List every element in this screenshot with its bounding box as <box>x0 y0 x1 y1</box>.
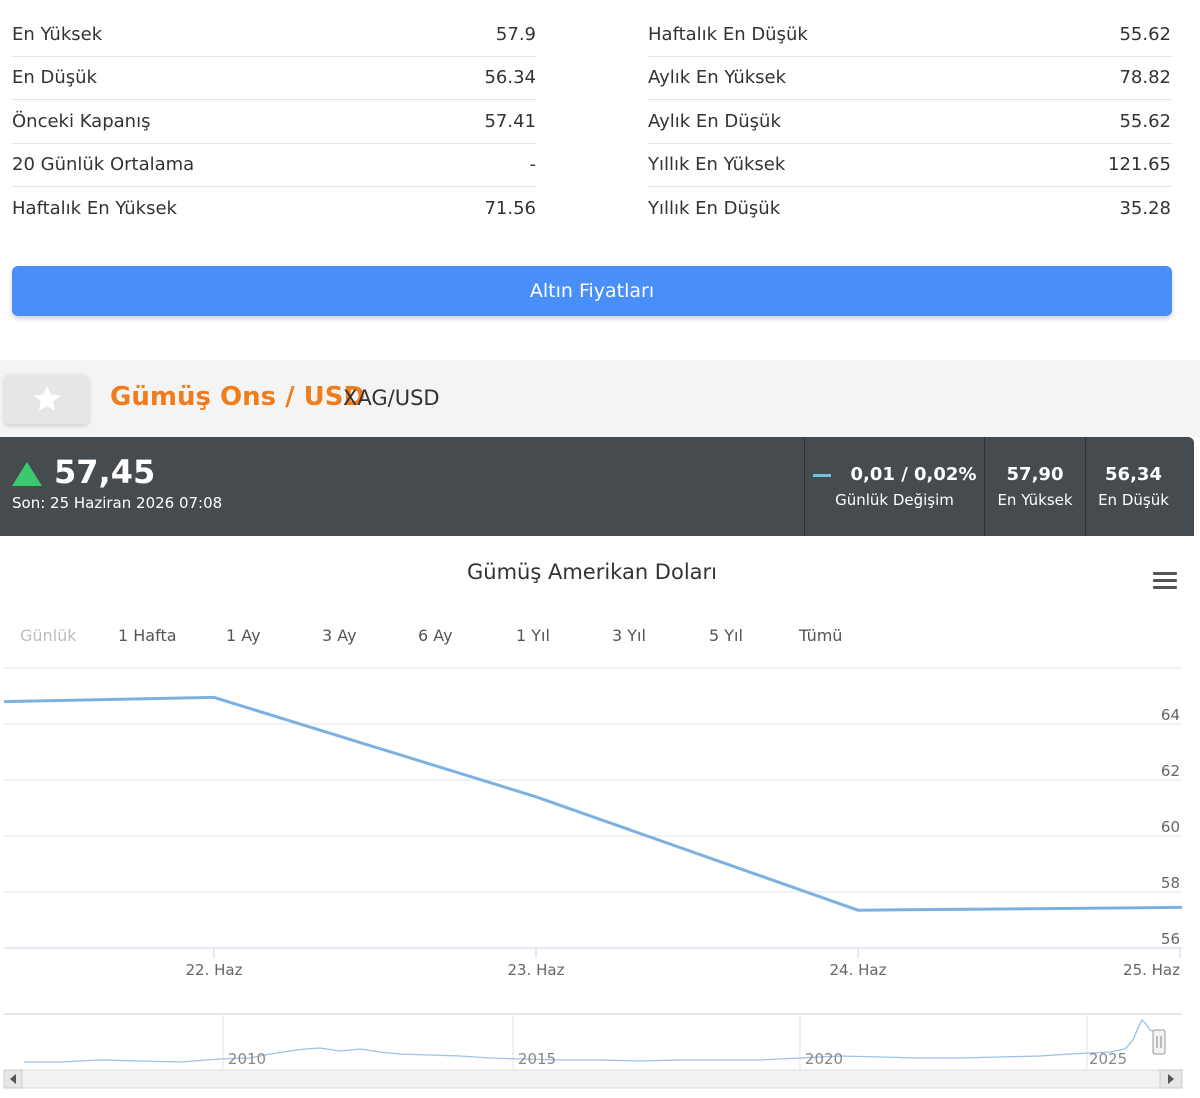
x-tick-label: 23. Haz <box>508 961 565 979</box>
y-tick-label: 58 <box>1161 874 1180 892</box>
stat-value: 35.28 <box>1119 198 1171 220</box>
daily-change-label: Günlük Değişim <box>835 491 954 509</box>
range-button-5y[interactable]: 5 Yıl <box>709 626 743 645</box>
navigator-series <box>24 1018 1161 1063</box>
stats-column-right: Haftalık En Düşük 55.62 Aylık En Yüksek 78… <box>648 13 1171 231</box>
series-line <box>3 695 1183 912</box>
stat-value: 55.62 <box>1119 23 1171 45</box>
navigator: 2010 2015 2020 2025 <box>3 1013 1183 1089</box>
navigator-scrollbar[interactable] <box>3 1069 1183 1089</box>
stat-row: Önceki Kapanış 57.41 <box>12 100 536 144</box>
daily-high-value: 57,90 <box>1006 464 1064 485</box>
asset-code: XAG/USD <box>343 386 440 410</box>
stat-value: 57.9 <box>495 23 536 45</box>
stat-value: 121.65 <box>1108 154 1171 176</box>
stat-row: Haftalık En Yüksek 71.56 <box>12 187 536 231</box>
stat-value: 57.41 <box>484 110 536 132</box>
dash-icon <box>812 473 831 477</box>
star-icon <box>33 385 60 411</box>
chart-title: Gümüş Amerikan Doları <box>466 560 717 584</box>
stat-label: 20 Günlük Ortalama <box>12 154 195 176</box>
daily-low-label: En Düşük <box>1098 491 1169 509</box>
chevron-right-icon <box>1168 1074 1174 1084</box>
range-button-6m[interactable]: 6 Ay <box>418 626 453 645</box>
stat-row: En Düşük 56.34 <box>12 57 536 100</box>
navigator-label: 2015 <box>518 1050 556 1068</box>
stat-row: En Yüksek 57.9 <box>12 13 536 57</box>
price-bar: 57,45 Son: 25 Haziran 2026 07:08 0,01 / … <box>0 437 1194 536</box>
stat-row: Aylık En Düşük 55.62 <box>648 100 1171 144</box>
range-button-3y[interactable]: 3 Yıl <box>612 626 646 645</box>
stat-label: Haftalık En Yüksek <box>12 198 177 220</box>
stats-column-left: En Yüksek 57.9 En Düşük 56.34 Önceki Kapan… <box>12 13 536 231</box>
stat-row: 20 Günlük Ortalama - <box>12 144 537 187</box>
navigator-label: 2025 <box>1089 1050 1127 1068</box>
stats-table: En Yüksek 57.9 En Düşük 56.34 Önceki Kapan… <box>0 0 1200 360</box>
stat-label: Haftalık En Düşük <box>648 23 808 45</box>
stat-label: Aylık En Yüksek <box>648 67 787 89</box>
stat-row: Yıllık En Düşük 35.28 <box>648 187 1171 231</box>
daily-change-value: 0,01 / 0,02% <box>850 464 977 485</box>
range-button-all[interactable]: Tümü <box>799 626 843 645</box>
y-tick-label: 60 <box>1161 818 1180 836</box>
range-button-1m[interactable]: 1 Ay <box>226 626 261 645</box>
navigator-label: 2020 <box>805 1050 843 1068</box>
range-button-daily[interactable]: Günlük <box>20 626 77 645</box>
stat-value: - <box>529 154 537 176</box>
stat-label: En Düşük <box>12 67 97 89</box>
stat-label: Yıllık En Düşük <box>648 198 781 220</box>
y-tick-label: 64 <box>1161 706 1180 724</box>
stat-row: Yıllık En Yüksek 121.65 <box>648 144 1171 187</box>
stat-row: Haftalık En Düşük 55.62 <box>648 13 1171 57</box>
y-tick-label: 56 <box>1161 930 1180 948</box>
chevron-left-icon <box>10 1074 16 1084</box>
stat-value: 71.56 <box>484 198 536 220</box>
stat-value: 78.82 <box>1119 67 1171 89</box>
stat-label: Yıllık En Yüksek <box>648 154 786 176</box>
arrow-up-icon <box>12 462 42 486</box>
range-button-3m[interactable]: 3 Ay <box>322 626 357 645</box>
stat-value: 55.62 <box>1119 110 1171 132</box>
favorite-button[interactable] <box>4 374 89 424</box>
gold-prices-button[interactable]: Altın Fiyatları <box>12 266 1172 316</box>
stat-row: Aylık En Yüksek 78.82 <box>648 57 1171 100</box>
x-tick-label: 24. Haz <box>830 961 887 979</box>
stat-label: Aylık En Düşük <box>648 110 781 132</box>
daily-high-cell: 57,90 En Yüksek <box>984 437 1085 536</box>
y-tick-label: 62 <box>1161 762 1180 780</box>
hamburger-menu-icon[interactable] <box>1153 572 1177 590</box>
x-tick-label: 22. Haz <box>186 961 243 979</box>
range-button-1w[interactable]: 1 Hafta <box>118 626 177 645</box>
daily-high-label: En Yüksek <box>997 491 1073 509</box>
price-timestamp: Son: 25 Haziran 2026 07:08 <box>12 494 223 512</box>
daily-low-value: 56,34 <box>1105 464 1162 485</box>
stat-label: En Yüksek <box>12 23 103 45</box>
asset-name: Gümüş Ons / USD <box>110 382 366 412</box>
daily-low-cell: 56,34 En Düşük <box>1085 437 1181 536</box>
navigator-handle[interactable] <box>1152 1029 1166 1055</box>
asset-header: Gümüş Ons / USD XAG/USD <box>0 360 1200 437</box>
daily-change-cell: 0,01 / 0,02% Günlük Değişim <box>804 437 984 536</box>
stat-label: Önceki Kapanış <box>12 110 151 132</box>
chart-container: Gümüş Amerikan Doları Günlük 1 Hafta 1 A… <box>0 536 1200 1098</box>
stat-value: 56.34 <box>484 67 536 89</box>
range-button-1y[interactable]: 1 Yıl <box>516 626 550 645</box>
current-price: 57,45 <box>54 453 156 491</box>
x-tick-label: 25. Haz <box>1123 961 1180 979</box>
navigator-label: 2010 <box>228 1050 266 1068</box>
